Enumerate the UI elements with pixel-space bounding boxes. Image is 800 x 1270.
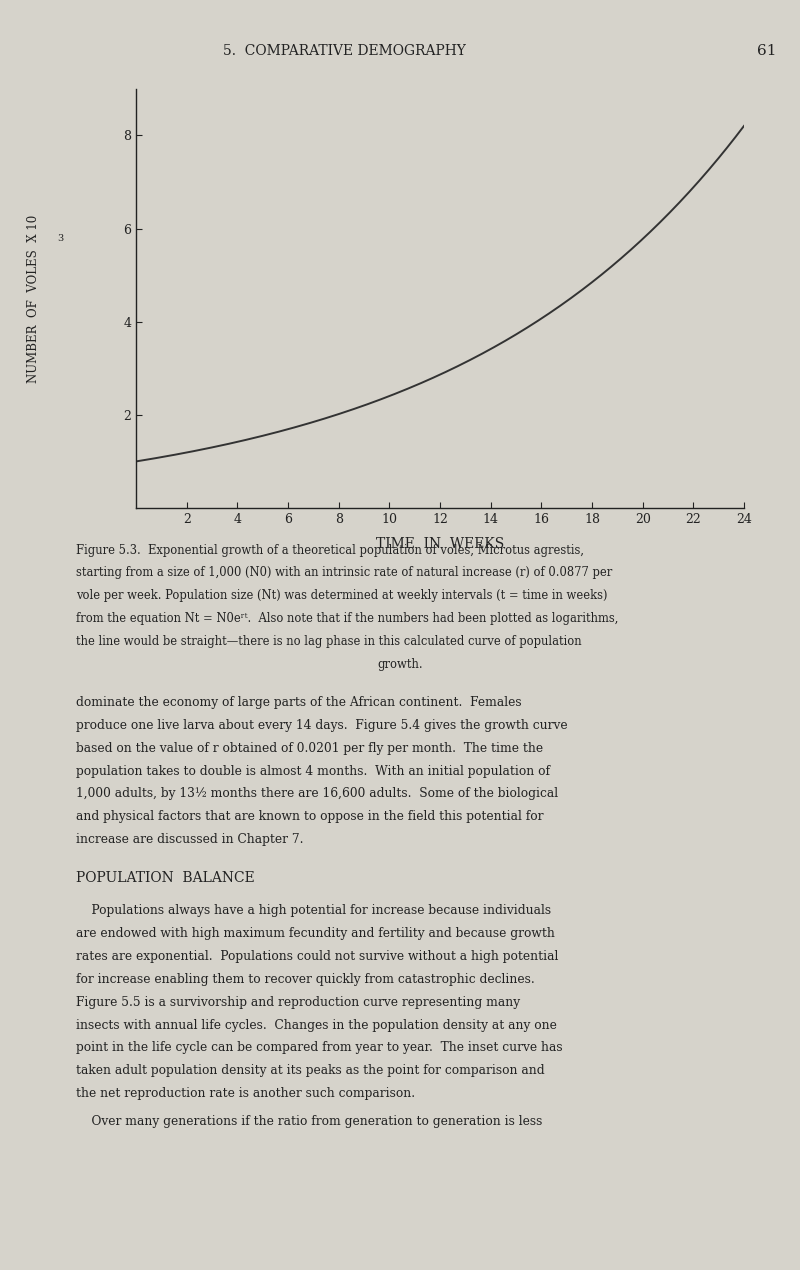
Text: rates are exponential.  Populations could not survive without a high potential: rates are exponential. Populations could… xyxy=(76,950,558,963)
Text: Over many generations if the ratio from generation to generation is less: Over many generations if the ratio from … xyxy=(76,1115,542,1128)
Text: and physical factors that are known to oppose in the field this potential for: and physical factors that are known to o… xyxy=(76,810,543,823)
X-axis label: TIME  IN  WEEKS: TIME IN WEEKS xyxy=(376,537,504,551)
Text: 5.  COMPARATIVE DEMOGRAPHY: 5. COMPARATIVE DEMOGRAPHY xyxy=(222,43,466,58)
Text: Figure 5.5 is a survivorship and reproduction curve representing many: Figure 5.5 is a survivorship and reprodu… xyxy=(76,996,520,1008)
Text: starting from a size of 1,000 (N0) with an intrinsic rate of natural increase (r: starting from a size of 1,000 (N0) with … xyxy=(76,566,612,579)
Text: taken adult population density at its peaks as the point for comparison and: taken adult population density at its pe… xyxy=(76,1064,545,1077)
Text: 1,000 adults, by 13½ months there are 16,600 adults.  Some of the biological: 1,000 adults, by 13½ months there are 16… xyxy=(76,787,558,800)
Text: point in the life cycle can be compared from year to year.  The inset curve has: point in the life cycle can be compared … xyxy=(76,1041,562,1054)
Text: from the equation Nt = N0eʳᵗ.  Also note that if the numbers had been plotted as: from the equation Nt = N0eʳᵗ. Also note … xyxy=(76,612,618,625)
Text: 3: 3 xyxy=(57,234,63,244)
Text: increase are discussed in Chapter 7.: increase are discussed in Chapter 7. xyxy=(76,833,303,846)
Text: Figure 5.3.  Exponential growth of a theoretical population of voles, Microtus a: Figure 5.3. Exponential growth of a theo… xyxy=(76,544,584,556)
Text: NUMBER  OF  VOLES  X 10: NUMBER OF VOLES X 10 xyxy=(27,215,40,382)
Text: the net reproduction rate is another such comparison.: the net reproduction rate is another suc… xyxy=(76,1087,415,1100)
Text: population takes to double is almost 4 months.  With an initial population of: population takes to double is almost 4 m… xyxy=(76,765,550,777)
Text: POPULATION  BALANCE: POPULATION BALANCE xyxy=(76,871,254,885)
Text: insects with annual life cycles.  Changes in the population density at any one: insects with annual life cycles. Changes… xyxy=(76,1019,557,1031)
Text: vole per week. Population size (Nt) was determined at weekly intervals (t = time: vole per week. Population size (Nt) was … xyxy=(76,589,607,602)
Text: produce one live larva about every 14 days.  Figure 5.4 gives the growth curve: produce one live larva about every 14 da… xyxy=(76,719,568,732)
Text: the line would be straight—there is no lag phase in this calculated curve of pop: the line would be straight—there is no l… xyxy=(76,635,582,648)
Text: based on the value of r obtained of 0.0201 per fly per month.  The time the: based on the value of r obtained of 0.02… xyxy=(76,742,543,754)
Text: 61: 61 xyxy=(757,43,776,58)
Text: are endowed with high maximum fecundity and fertility and because growth: are endowed with high maximum fecundity … xyxy=(76,927,555,940)
Text: Populations always have a high potential for increase because individuals: Populations always have a high potential… xyxy=(76,904,551,917)
Text: dominate the economy of large parts of the African continent.  Females: dominate the economy of large parts of t… xyxy=(76,696,522,709)
Text: for increase enabling them to recover quickly from catastrophic declines.: for increase enabling them to recover qu… xyxy=(76,973,534,986)
Text: growth.: growth. xyxy=(377,658,423,671)
